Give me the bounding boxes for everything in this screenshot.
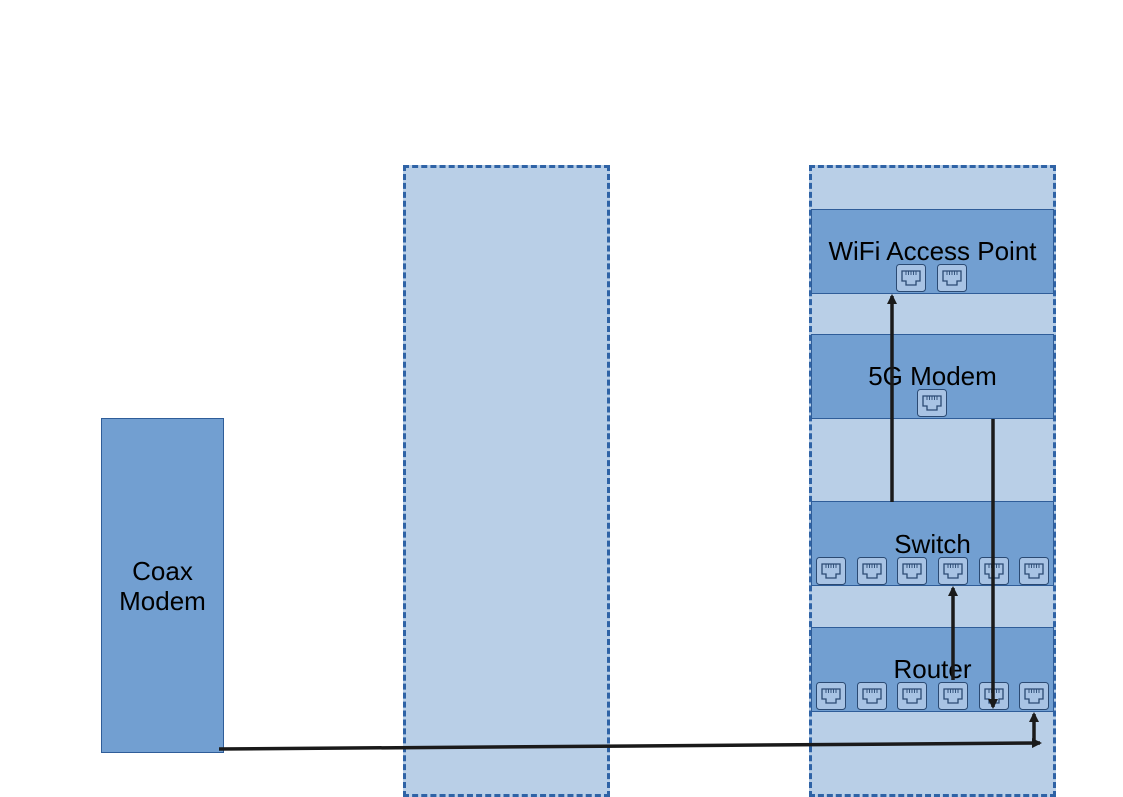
ethernet-port-icon[interactable] xyxy=(938,682,968,710)
ethernet-port-icon[interactable] xyxy=(857,557,887,585)
coax-modem-label-line2: Modem xyxy=(119,586,206,616)
ethernet-port-icon[interactable] xyxy=(897,557,927,585)
5g-modem-label: 5G Modem xyxy=(868,361,997,391)
ethernet-port-icon[interactable] xyxy=(816,682,846,710)
ethernet-port-icon[interactable] xyxy=(816,557,846,585)
switch[interactable]: Switch xyxy=(811,501,1054,586)
ethernet-port-icon[interactable] xyxy=(1019,557,1049,585)
ethernet-port-icon[interactable] xyxy=(917,389,947,417)
wire-coax-to-router xyxy=(218,738,1042,751)
switch-label: Switch xyxy=(894,529,971,559)
wifi-access-point-label: WiFi Access Point xyxy=(828,236,1037,266)
coax-modem[interactable]: Coax Modem xyxy=(101,418,224,753)
ethernet-port-icon[interactable] xyxy=(937,264,967,292)
ethernet-port-icon[interactable] xyxy=(896,264,926,292)
ethernet-port-icon[interactable] xyxy=(1019,682,1049,710)
ethernet-port-icon[interactable] xyxy=(857,682,887,710)
wifi-access-point[interactable]: WiFi Access Point xyxy=(811,209,1054,294)
5g-modem[interactable]: 5G Modem xyxy=(811,334,1054,419)
ethernet-port-icon[interactable] xyxy=(897,682,927,710)
ethernet-port-icon[interactable] xyxy=(938,557,968,585)
router-label: Router xyxy=(893,654,972,684)
router[interactable]: Router xyxy=(811,627,1054,712)
middle-zone xyxy=(403,165,610,797)
coax-modem-label-line1: Coax xyxy=(132,556,193,586)
coax-modem-label: Coax Modem xyxy=(102,556,223,616)
